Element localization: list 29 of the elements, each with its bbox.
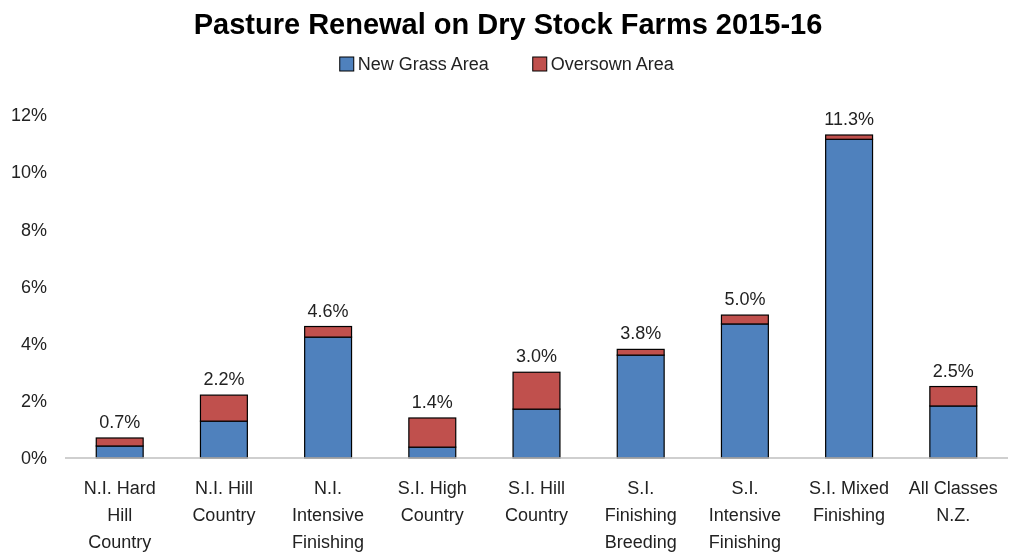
total-label: 5.0% (724, 289, 766, 310)
legend-label: New Grass Area (357, 54, 490, 74)
total-label: 0.7% (99, 411, 141, 432)
legend-label: Oversown Area (550, 54, 675, 74)
bar (825, 138, 874, 459)
total-label: 4.6% (307, 300, 349, 321)
y-tick-label: 2% (20, 391, 47, 412)
total-label: 3.0% (515, 346, 558, 367)
total-label: 2.2% (203, 369, 245, 390)
x-tick-label: N.I. Hill Country (192, 478, 256, 525)
y-tick-label: 0% (20, 448, 47, 469)
total-label: 3.8% (620, 323, 662, 344)
x-tick-label: N.I. Hard Hill Country (83, 478, 156, 552)
x-tick-label: S.I. Intensive Finishing (708, 478, 781, 552)
x-tick-label: All Classes N.Z. (908, 478, 998, 525)
y-tick-label: 10% (10, 162, 47, 183)
x-tick-label: S.I. Finishing Breeding (604, 478, 677, 552)
x-tick-label: S.I. Hill Country (504, 478, 569, 525)
total-label: 11.3% (824, 109, 874, 130)
y-tick-label: 6% (20, 276, 47, 297)
x-tick-label: S.I. High Country (397, 478, 467, 525)
total-label: 2.5% (932, 360, 974, 381)
y-tick-label: 12% (10, 105, 47, 126)
x-tick-label: S.I. Mixed Finishing (809, 478, 890, 525)
total-label: 1.4% (411, 391, 453, 412)
chart-title: Pasture Renewal on Dry Stock Farms 2015-16 (193, 8, 823, 40)
y-tick-label: 4% (20, 333, 47, 354)
y-tick-label: 8% (20, 219, 47, 240)
x-tick-label: N.I. Intensive Finishing (292, 478, 365, 552)
